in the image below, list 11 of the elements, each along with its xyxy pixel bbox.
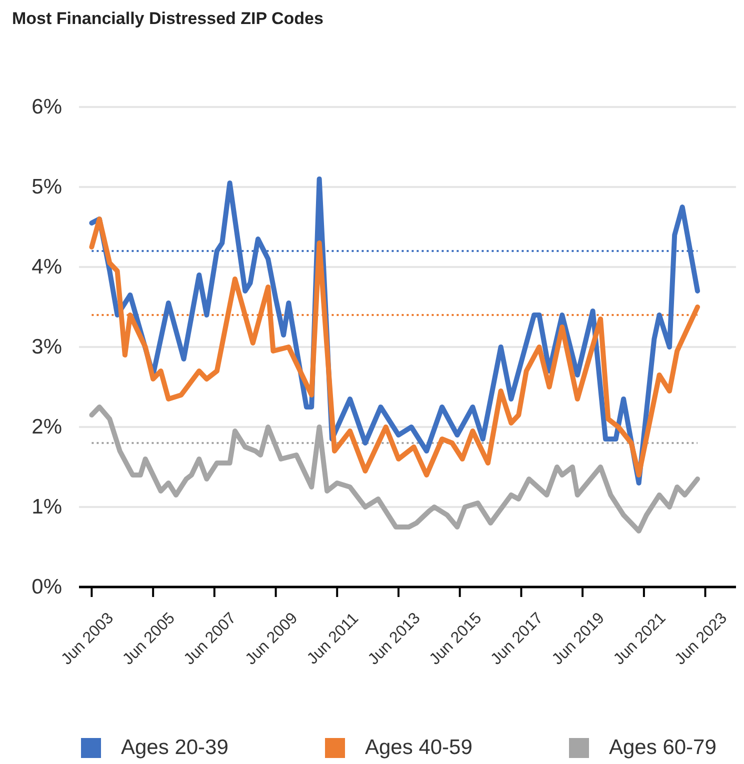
y-tick-label: 5% — [32, 176, 62, 198]
y-tick-label: 1% — [32, 496, 62, 518]
chart-title: Most Financially Distressed ZIP Codes — [12, 9, 324, 29]
y-tick-label: 3% — [32, 336, 62, 358]
y-tick-label: 4% — [32, 256, 62, 278]
y-tick-label: 6% — [32, 96, 62, 118]
y-tick-label: 0% — [32, 576, 62, 598]
legend-label: Ages 20-39 — [121, 736, 228, 760]
y-tick-label: 2% — [32, 416, 62, 438]
legend-label: Ages 60-79 — [609, 736, 716, 760]
legend-label: Ages 40-59 — [365, 736, 472, 760]
